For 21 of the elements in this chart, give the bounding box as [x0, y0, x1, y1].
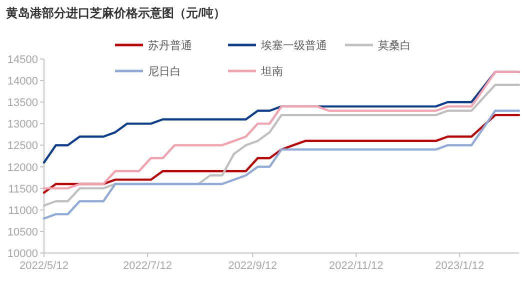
xtick: 2022/5/12: [20, 260, 68, 272]
ytick: 10500: [7, 226, 38, 238]
ytick: 11000: [8, 204, 38, 217]
title: 黄岛港部分进口芝麻价格示意图（元/吨）: [6, 6, 226, 20]
legend-label: 坦南: [260, 65, 283, 78]
xtick: 2022/7/12: [123, 260, 172, 272]
ytick: 11500: [8, 183, 38, 196]
ytick: 13000: [7, 118, 38, 131]
ytick: 14000: [7, 76, 38, 88]
xtick: 2022/11/12: [329, 260, 384, 272]
legend-label: 尼日白: [148, 66, 181, 78]
ytick: 13500: [7, 97, 38, 110]
xtick: 2023/1/12: [435, 260, 484, 272]
legend-label: 苏丹普通: [148, 39, 192, 52]
ytick: 12500: [7, 140, 38, 152]
ytick: 14500: [7, 54, 38, 66]
legend-label: 莫桑白: [378, 39, 411, 52]
ytick: 10000: [7, 248, 38, 260]
legend-label: 埃塞一级普通: [260, 39, 327, 52]
ytick: 12000: [7, 162, 38, 174]
xtick: 2022/9/12: [228, 260, 278, 272]
